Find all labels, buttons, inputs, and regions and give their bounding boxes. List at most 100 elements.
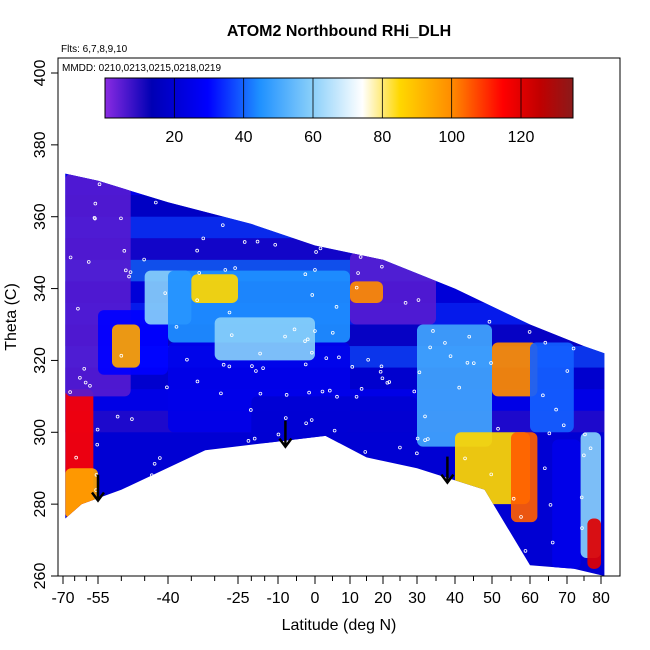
x-axis-label: Latitude (deg N)	[282, 617, 397, 634]
sample-point	[358, 255, 363, 259]
sample-point	[128, 270, 133, 274]
sample-point	[335, 394, 339, 399]
sample-point	[242, 240, 247, 244]
sample-point	[165, 385, 169, 390]
colorbar-ticks: 20 40 60 80 100 120	[165, 78, 534, 146]
sample-point	[229, 333, 234, 337]
arrow-marker	[440, 456, 455, 485]
heatmap-band	[65, 216, 605, 239]
sample-point	[261, 366, 265, 370]
x-tick-label: 40	[446, 590, 464, 607]
sample-point	[328, 388, 332, 393]
sample-point	[115, 414, 120, 419]
colorbar-tick-label: 60	[304, 129, 322, 146]
sample-point	[543, 340, 548, 345]
heatmap-region	[191, 274, 238, 303]
x-tick-label: 30	[408, 590, 426, 607]
colorbar: 20 40 60 80 100 120	[104, 77, 574, 146]
sample-point	[284, 393, 289, 397]
sample-point	[583, 432, 587, 437]
sample-point	[471, 361, 476, 365]
sample-point	[97, 182, 102, 187]
x-axis: -70 -55 -40 -25 -10 0 10 20 30 40 50 60 70 80	[51, 576, 610, 607]
sample-point	[541, 393, 545, 398]
sample-point	[547, 431, 552, 436]
sample-point	[86, 260, 91, 264]
sample-point	[305, 337, 310, 342]
heatmap-region	[492, 342, 538, 397]
sample-point	[219, 391, 223, 396]
sample-point	[154, 200, 158, 205]
x-tick-label: 80	[592, 590, 610, 607]
sample-point	[334, 305, 339, 309]
sample-point	[220, 223, 225, 227]
sample-point	[431, 329, 435, 333]
sample-point	[223, 268, 228, 272]
sample-point	[307, 390, 311, 395]
sample-point	[313, 329, 317, 333]
sample-point	[250, 364, 254, 368]
sample-point	[276, 432, 281, 437]
y-tick-label: 400	[32, 60, 49, 87]
y-tick-label: 260	[32, 563, 49, 590]
sample-point	[195, 298, 199, 303]
sample-point	[415, 436, 420, 441]
plot-area	[65, 173, 605, 576]
heatmap-band	[65, 173, 605, 196]
heatmap-band	[65, 238, 605, 260]
sample-point	[332, 428, 337, 433]
sample-point	[426, 437, 430, 441]
sample-point	[258, 351, 262, 356]
sample-point	[550, 540, 555, 545]
sample-point	[387, 380, 392, 384]
sample-point	[310, 350, 314, 355]
sample-point	[92, 215, 97, 220]
chart-title: ATOM2 Northbound RHi_DLH	[227, 23, 451, 40]
sample-point	[76, 306, 80, 311]
y-axis-label: Theta (C)	[3, 283, 20, 351]
y-tick-label: 380	[32, 131, 49, 158]
sample-point	[227, 310, 232, 315]
sample-point	[201, 236, 206, 241]
sample-point	[221, 362, 226, 367]
sample-point	[403, 301, 408, 305]
x-tick-label: -55	[86, 590, 109, 607]
arrow-marker	[278, 420, 293, 449]
sample-point	[519, 515, 523, 519]
sample-point	[93, 201, 98, 206]
sample-point	[379, 364, 384, 369]
sample-point	[398, 445, 402, 450]
sample-point	[354, 285, 359, 290]
sample-point	[119, 353, 124, 358]
sample-point	[303, 272, 308, 277]
sample-point	[423, 438, 427, 442]
sample-point	[95, 442, 100, 447]
sample-point	[130, 417, 134, 421]
sample-point	[511, 496, 516, 501]
sample-point	[78, 375, 82, 380]
arrow-markers	[91, 420, 455, 503]
sample-point	[565, 369, 570, 373]
sample-point	[571, 346, 576, 351]
heatmap-region	[112, 324, 140, 368]
y-tick-label: 340	[32, 275, 49, 302]
sample-point	[283, 416, 288, 420]
x-tick-label: 50	[483, 590, 501, 607]
heatmap-band	[65, 195, 605, 217]
sample-point	[309, 418, 314, 422]
heatmap-region	[350, 281, 383, 303]
x-tick-label: -40	[156, 590, 179, 607]
sample-point	[417, 370, 422, 375]
y-tick-label: 300	[32, 419, 49, 446]
sample-point	[254, 369, 258, 373]
heatmap-region	[251, 396, 417, 444]
x-tick-label: 70	[558, 590, 576, 607]
y-tick-label: 360	[32, 203, 49, 230]
sample-point	[68, 255, 73, 260]
sample-point	[356, 271, 360, 275]
sample-point	[465, 361, 470, 365]
sample-point	[158, 456, 162, 460]
sample-point	[258, 391, 263, 396]
sample-point	[197, 271, 202, 275]
